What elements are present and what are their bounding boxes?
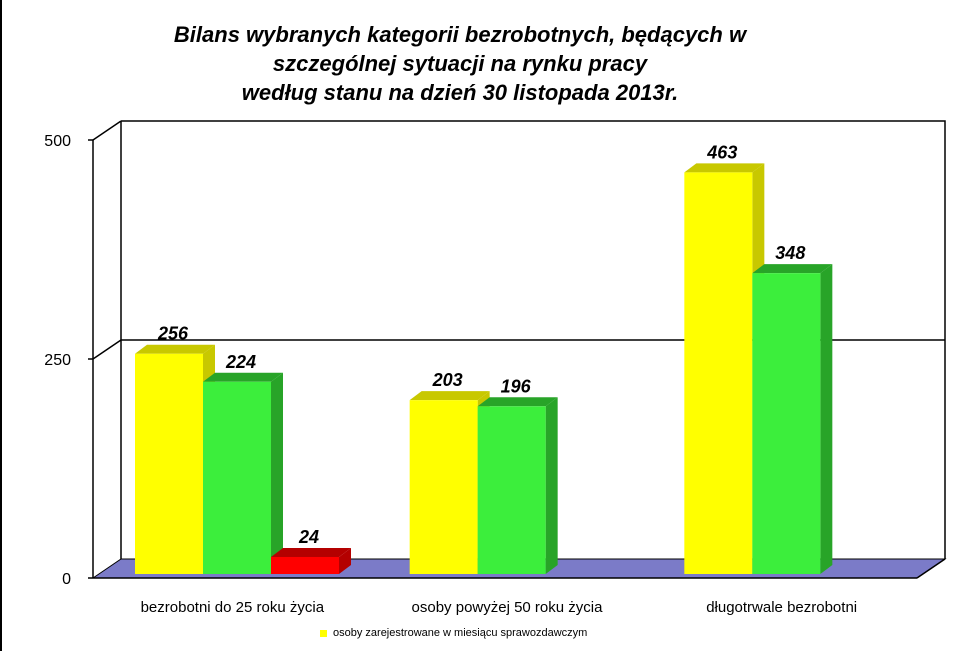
data-label: 224 — [225, 352, 256, 372]
data-label: 463 — [706, 142, 737, 162]
data-label: 203 — [432, 370, 463, 390]
side-wall-top — [92, 120, 122, 141]
y-tick-label: 250 — [44, 352, 71, 369]
chart-title: Bilans wybranych kategorii bezrobotnych,… — [100, 20, 820, 107]
data-label: 24 — [298, 527, 319, 547]
y-tick-label: 500 — [44, 133, 71, 150]
bar — [409, 400, 478, 574]
legend-swatch-registered — [320, 629, 327, 637]
x-axis-depth — [916, 558, 946, 579]
bar — [477, 406, 546, 574]
x-tick-label: bezrobotni do 25 roku życia — [141, 599, 325, 616]
bar-top — [752, 264, 833, 274]
data-label: 196 — [501, 376, 532, 396]
chart-title-line-3: według stanu na dzień 30 listopada 2013r… — [241, 80, 679, 105]
legend: osoby zarejestrowane w miesiącu sprawozd… — [320, 627, 587, 639]
bar-top — [203, 372, 283, 382]
bar-top — [135, 344, 215, 354]
chart-title-line-2: szczególnej sytuacji na rynku pracy — [272, 51, 648, 76]
bar — [271, 556, 339, 574]
data-label: 256 — [157, 324, 189, 344]
bar-top — [271, 547, 351, 557]
bar-top — [477, 397, 558, 407]
back-wall — [121, 120, 946, 559]
bar — [752, 273, 821, 574]
x-tick-label: długotrwale bezrobotni — [706, 599, 857, 616]
bar-side — [820, 264, 833, 574]
gridline — [92, 339, 945, 360]
bar-top — [409, 391, 490, 401]
bar-side — [339, 547, 351, 574]
bar-side — [271, 372, 283, 574]
bar-side — [545, 397, 558, 574]
x-tick-label: osoby powyżej 50 roku życia — [412, 599, 604, 616]
bar — [203, 381, 271, 574]
bar-top — [684, 163, 765, 173]
bar — [135, 353, 203, 574]
frame-border — [0, 0, 2, 651]
y-tick-label: 0 — [62, 571, 71, 588]
legend-label-registered: osoby zarejestrowane w miesiącu sprawozd… — [333, 627, 588, 639]
bar — [684, 172, 753, 575]
data-label: 348 — [775, 243, 805, 263]
chart-title-line-1: Bilans wybranych kategorii bezrobotnych,… — [173, 22, 747, 47]
